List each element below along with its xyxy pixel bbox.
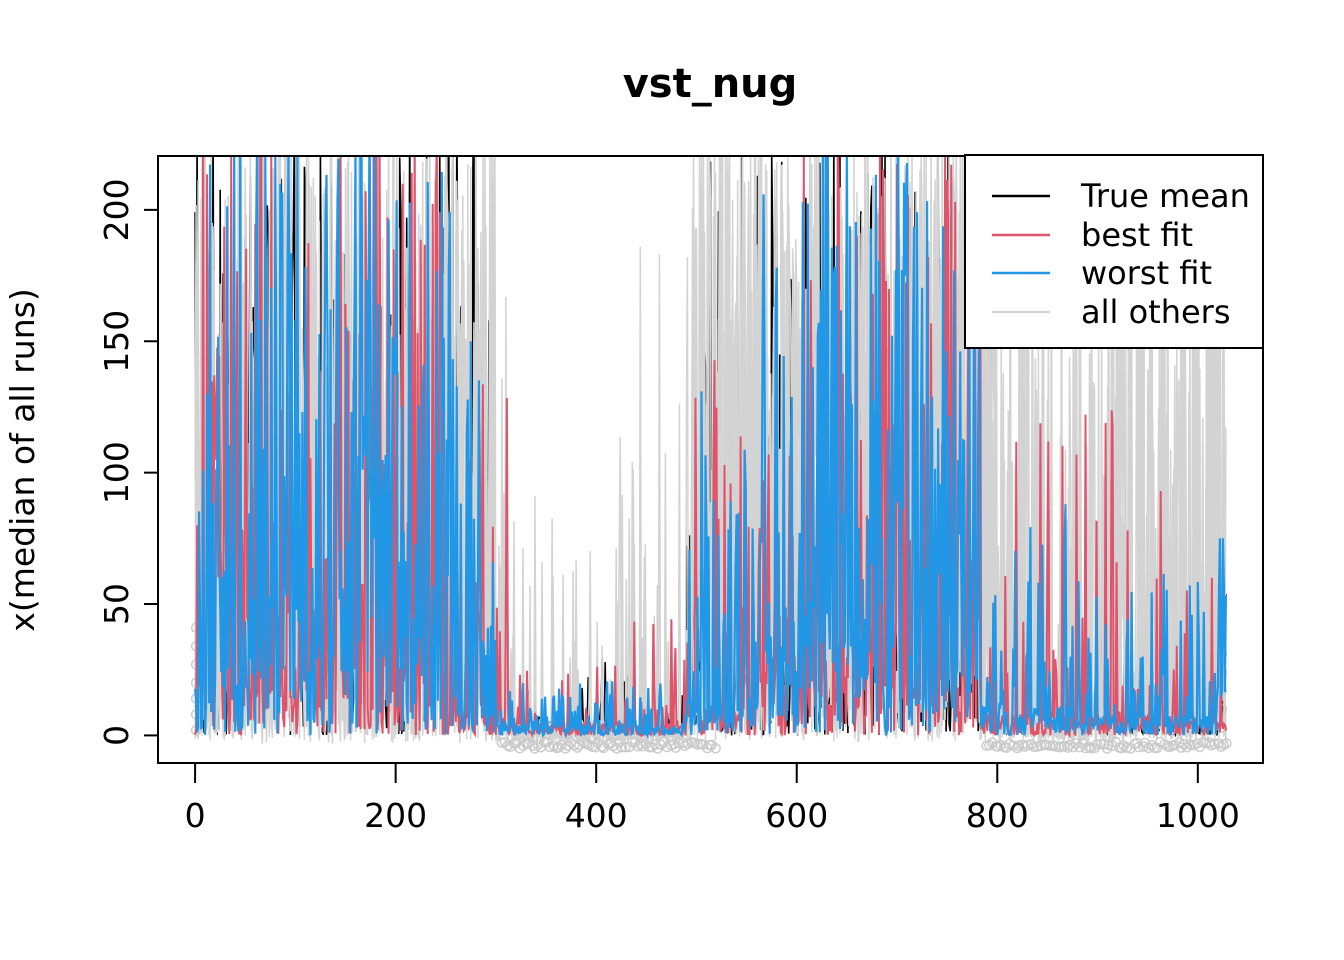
y-tick-label: 100 [97, 441, 136, 504]
run-marker [1175, 742, 1187, 753]
run-marker [596, 741, 608, 752]
y-axis: 0 50 100 150 200 [97, 178, 158, 746]
run-marker [1022, 739, 1033, 751]
y-tick-label: 0 [97, 725, 136, 746]
run-marker [1221, 738, 1232, 749]
run-marker [572, 742, 583, 753]
y-tick-label: 150 [97, 310, 136, 373]
run-marker [620, 741, 631, 753]
plot-frame [157, 155, 1264, 764]
run-marker [655, 739, 667, 750]
x-tick-label: 1000 [1156, 796, 1240, 835]
chart-title: vst_nug [623, 61, 798, 107]
x-tick-label: 200 [364, 796, 427, 835]
zero-line-markers [190, 622, 1232, 754]
run-marker [532, 739, 544, 751]
series-layer [190, 156, 1232, 754]
series-worst-fit [194, 156, 1227, 740]
x-axis: 0 200 400 600 800 1000 [185, 763, 1240, 835]
run-marker [1178, 738, 1190, 750]
y-tick-label: 200 [97, 178, 136, 241]
x-tick-label: 600 [765, 796, 828, 835]
y-tick-label: 50 [97, 583, 136, 625]
legend: True mean best fit worst fit all others [964, 154, 1264, 349]
x-tick-label: 0 [185, 796, 206, 835]
y-axis-title: x(median of all runs) [3, 288, 42, 631]
run-marker [1062, 742, 1073, 753]
legend-label-best-fit: best fit [1081, 216, 1193, 254]
run-marker [710, 742, 722, 754]
run-marker [1213, 738, 1224, 749]
x-tick-label: 800 [966, 796, 1029, 835]
run-marker [560, 743, 571, 754]
x-tick-label: 400 [565, 796, 628, 835]
run-marker [634, 738, 646, 750]
legend-label-true-mean: True mean [1080, 177, 1250, 215]
run-marker [569, 739, 580, 751]
legend-label-worst-fit: worst fit [1081, 254, 1212, 292]
run-marker [510, 737, 522, 749]
run-marker [1184, 739, 1196, 750]
run-marker [1028, 741, 1039, 753]
run-marker [1091, 739, 1103, 750]
run-marker [1181, 741, 1193, 753]
legend-box [964, 154, 1264, 349]
run-marker [632, 740, 644, 752]
run-marker [616, 741, 628, 753]
run-marker [529, 743, 541, 754]
legend-label-all-others: all others [1081, 293, 1230, 331]
